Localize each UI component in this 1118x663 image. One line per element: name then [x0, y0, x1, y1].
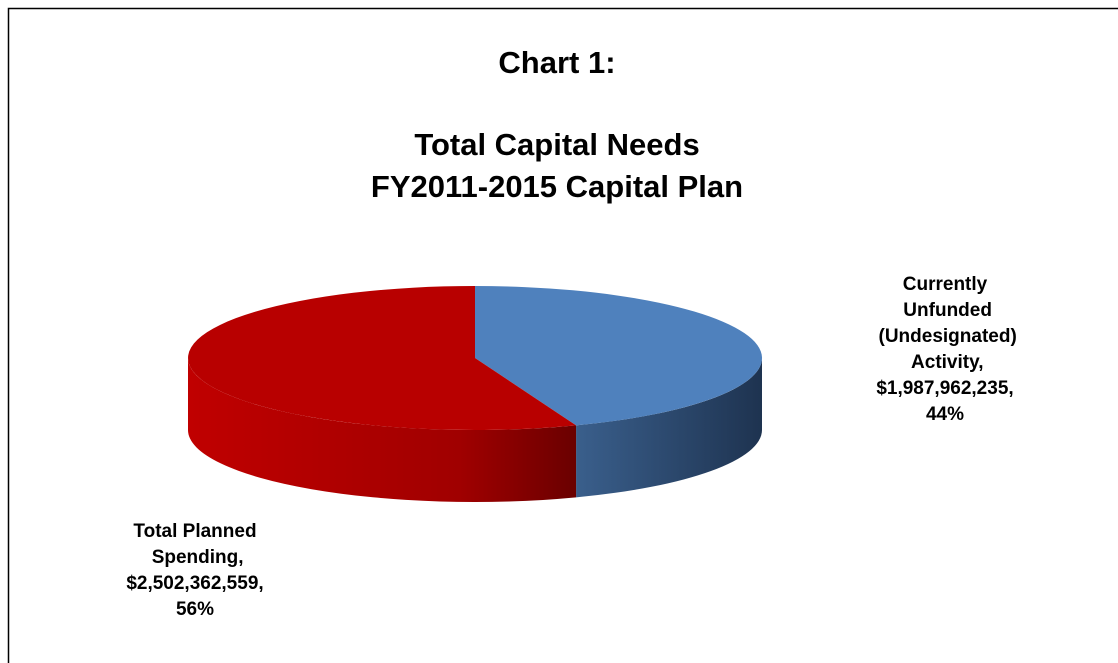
slice [188, 286, 577, 430]
category-text: Currently Unfunded (Undesignated) Activi… [873, 274, 1017, 373]
data-label-percent: 56% [176, 599, 214, 620]
data-label-value: $2,502,362,559, [126, 573, 263, 594]
slice [475, 286, 763, 426]
data-label-category: Total Planned Spending, [133, 521, 256, 568]
slice-side [576, 358, 762, 498]
chart-subtitle: FY2011-2015 Capital Plan [371, 169, 743, 204]
chart-subtitle: Total Capital Needs [414, 127, 699, 162]
label-separator: , [1008, 378, 1013, 399]
category-text: Total Planned Spending [133, 521, 256, 568]
label-separator: , [258, 573, 263, 594]
data-label-category: Currently Unfunded (Undesignated) Activi… [873, 274, 1017, 373]
data-label-value: $1,987,962,235, [876, 378, 1013, 399]
label-separator: , [238, 547, 243, 568]
value-text: $2,502,362,559 [126, 573, 258, 594]
chart-title: Chart 1: [498, 45, 615, 80]
data-label-percent: 44% [926, 404, 964, 425]
label-separator: , [978, 352, 983, 373]
slice-side [188, 358, 577, 503]
value-text: $1,987,962,235 [876, 378, 1009, 399]
